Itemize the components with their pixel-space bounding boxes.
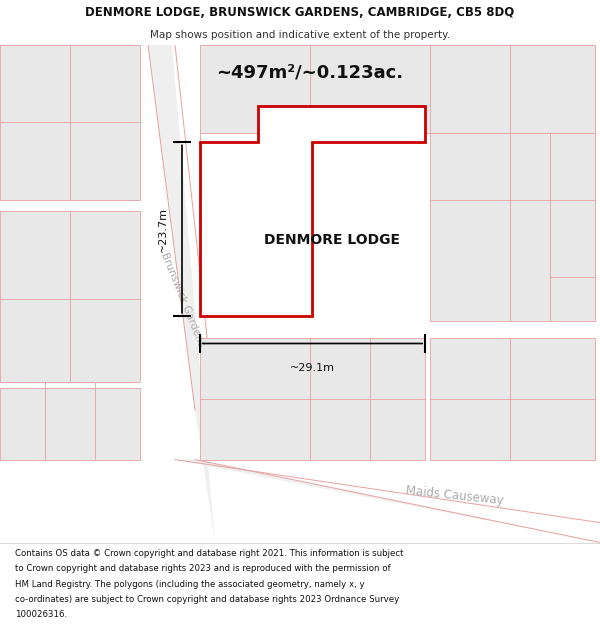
Bar xyxy=(200,338,425,459)
Bar xyxy=(430,134,595,321)
Text: co-ordinates) are subject to Crown copyright and database rights 2023 Ordnance S: co-ordinates) are subject to Crown copyr… xyxy=(15,595,399,604)
Bar xyxy=(0,211,140,382)
Text: DENMORE LODGE: DENMORE LODGE xyxy=(265,233,401,247)
Polygon shape xyxy=(200,106,425,316)
Text: 100026316.: 100026316. xyxy=(15,610,67,619)
Bar xyxy=(0,388,140,459)
Text: to Crown copyright and database rights 2023 and is reproduced with the permissio: to Crown copyright and database rights 2… xyxy=(15,564,391,573)
Text: Brunswick Gardens: Brunswick Gardens xyxy=(160,251,206,348)
Text: Maids Causeway: Maids Causeway xyxy=(406,484,505,508)
Bar xyxy=(200,45,595,134)
Bar xyxy=(430,338,595,459)
Text: DENMORE LODGE, BRUNSWICK GARDENS, CAMBRIDGE, CB5 8DQ: DENMORE LODGE, BRUNSWICK GARDENS, CAMBRI… xyxy=(85,6,515,19)
Polygon shape xyxy=(175,459,600,542)
Text: ~29.1m: ~29.1m xyxy=(290,363,335,373)
Text: HM Land Registry. The polygons (including the associated geometry, namely x, y: HM Land Registry. The polygons (includin… xyxy=(15,579,365,589)
Polygon shape xyxy=(148,45,215,542)
Text: Map shows position and indicative extent of the property.: Map shows position and indicative extent… xyxy=(150,30,450,40)
Text: ~497m²/~0.123ac.: ~497m²/~0.123ac. xyxy=(217,64,404,82)
Text: Contains OS data © Crown copyright and database right 2021. This information is : Contains OS data © Crown copyright and d… xyxy=(15,549,404,558)
Text: ~23.7m: ~23.7m xyxy=(158,207,168,252)
Bar xyxy=(0,45,140,200)
